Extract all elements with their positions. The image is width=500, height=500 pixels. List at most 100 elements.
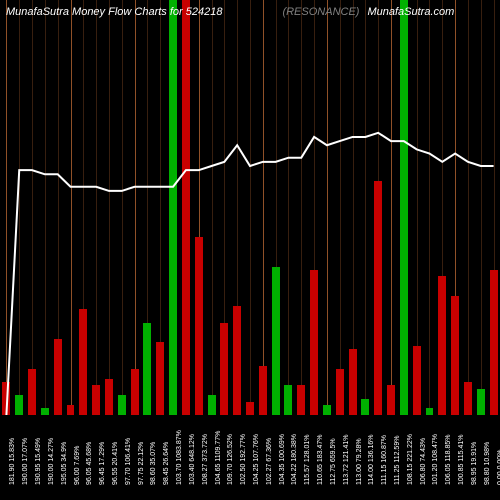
- x-axis-label: 190.95 15.49%: [35, 438, 42, 485]
- gridline: [481, 0, 482, 415]
- x-axis-label: 96.00 7.69%: [74, 446, 81, 485]
- gridline: [301, 0, 302, 415]
- x-axis-label: 97.70 106.41%: [125, 438, 132, 485]
- bar: [233, 306, 241, 415]
- x-axis-label: 98.95 19.91%: [471, 442, 478, 485]
- bar: [349, 349, 357, 415]
- bar: [477, 389, 485, 415]
- gridline: [391, 0, 392, 415]
- bar: [361, 399, 369, 416]
- bar: [490, 270, 498, 415]
- bar: [438, 276, 446, 415]
- gridline: [468, 0, 469, 415]
- x-axis-label: 112.75 659.5%: [330, 438, 337, 485]
- x-axis-label: 190.00 17.07%: [22, 438, 29, 485]
- gridline: [19, 0, 20, 415]
- gridline: [263, 0, 264, 415]
- bar: [118, 395, 126, 415]
- gridline: [212, 0, 213, 415]
- x-axis-label: 96.55 20.41%: [112, 442, 119, 485]
- bar: [92, 385, 100, 415]
- x-axis-label: 113.72 121.41%: [343, 435, 350, 485]
- bar: [41, 408, 49, 415]
- gridline: [365, 0, 366, 415]
- x-axis-label: 110.65 183.47%: [317, 435, 324, 485]
- x-axis-label: 104.35 100.69%: [279, 434, 286, 485]
- bar: [182, 0, 190, 415]
- bar: [143, 323, 151, 415]
- x-axis-label: 114.00 136.16%: [368, 435, 375, 485]
- bar: [195, 237, 203, 415]
- bar: [2, 382, 10, 415]
- x-axis-label: 190.00 14.27%: [48, 438, 55, 485]
- gridline: [45, 0, 46, 415]
- x-axis-label: 115.57 128.01%: [304, 435, 311, 485]
- x-axis-label: 102.27 67.36%: [266, 438, 273, 485]
- bar: [426, 408, 434, 415]
- money-flow-chart: MunafaSutra Money Flow Charts for 524218…: [0, 0, 500, 500]
- x-axis-label: 109.70 126.52%: [227, 434, 234, 485]
- bar: [272, 267, 280, 416]
- bar: [400, 0, 408, 415]
- gridline: [340, 0, 341, 415]
- x-axis-label: 195.05 34.9%: [61, 442, 68, 485]
- x-axis-label: 111.15 160.87%: [381, 435, 388, 485]
- gridline: [135, 0, 136, 415]
- x-axis-label: 106.05 118.85%: [445, 435, 452, 485]
- gridline: [429, 0, 430, 415]
- bar: [310, 270, 318, 415]
- x-axis-label: 108.15 221.22%: [407, 434, 414, 485]
- x-axis-label: 100.85 115.41%: [458, 435, 465, 485]
- gridline: [250, 0, 251, 415]
- bar: [323, 405, 331, 415]
- bar: [464, 382, 472, 415]
- x-axis-label: 104.25 107.76%: [253, 434, 260, 485]
- bar: [259, 366, 267, 416]
- bar: [297, 385, 305, 415]
- x-axis-label: 102.50 192.77%: [240, 434, 247, 485]
- x-axis-label: 108.27 373.72%: [202, 434, 209, 485]
- bar: [67, 405, 75, 415]
- gridline: [96, 0, 97, 415]
- bar: [15, 395, 23, 415]
- x-axis-label: 96.45 17.29%: [99, 442, 106, 485]
- gridline: [327, 0, 328, 415]
- bar: [208, 395, 216, 415]
- bar: [79, 309, 87, 415]
- bar: [374, 181, 382, 415]
- x-axis-label: 0.00 0.00%: [497, 450, 500, 485]
- x-axis-label: 98.45 26.64%: [163, 442, 170, 485]
- x-axis-label: 101.20 108.47%: [432, 434, 439, 485]
- x-axis-label: 98.60 35.07%: [150, 442, 157, 485]
- x-axis-label: 97.75 22.12%: [138, 442, 145, 485]
- x-axis-label: 96.05 45.68%: [86, 442, 93, 485]
- gridline: [288, 0, 289, 415]
- gridline: [6, 0, 7, 415]
- bar: [451, 296, 459, 415]
- bar: [284, 385, 292, 415]
- x-axis-label: 103.70 1083.87%: [176, 430, 183, 485]
- gridline: [32, 0, 33, 415]
- x-axis-label: 104.22 180.38%: [291, 434, 298, 485]
- bar: [54, 339, 62, 415]
- bar: [28, 369, 36, 415]
- bar: [131, 369, 139, 415]
- gridline: [71, 0, 72, 415]
- bar: [169, 0, 177, 415]
- bar: [387, 385, 395, 415]
- chart-title: MunafaSutra Money Flow Charts for 524218…: [0, 6, 500, 18]
- plot-area: 181.90 15.83% 190.00 17.07% 190.95 15.49% 1…: [0, 0, 500, 500]
- bar: [220, 323, 228, 415]
- x-axis-label: 111.25 112.59%: [394, 436, 401, 485]
- bar: [105, 379, 113, 415]
- x-axis-label: 98.80 10.98%: [484, 442, 491, 485]
- bar: [413, 346, 421, 415]
- x-axis-label: 181.90 15.83%: [9, 438, 16, 485]
- bar: [336, 369, 344, 415]
- bar: [156, 342, 164, 415]
- gridline: [122, 0, 123, 415]
- x-axis-label: 113.00 79.28%: [356, 438, 363, 485]
- x-axis-label: 106.80 74.43%: [420, 438, 427, 485]
- gridline: [109, 0, 110, 415]
- bar: [246, 402, 254, 415]
